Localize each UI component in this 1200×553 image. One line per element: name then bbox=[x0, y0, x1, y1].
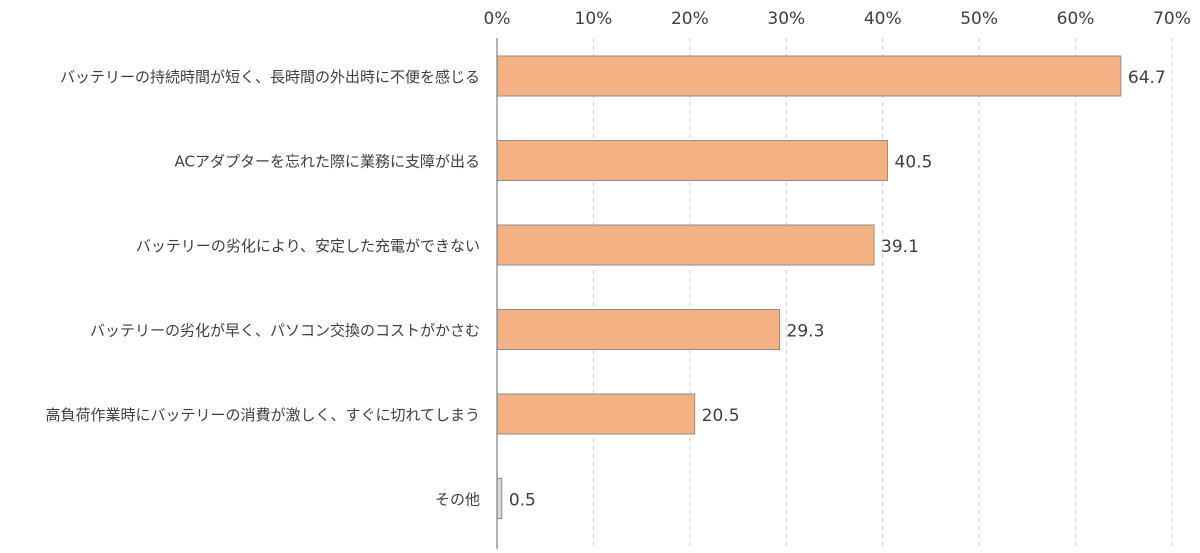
x-tick-label: 10% bbox=[575, 9, 613, 29]
bar bbox=[496, 55, 1122, 97]
bars bbox=[496, 55, 1122, 519]
x-tick-label: 60% bbox=[1057, 9, 1095, 29]
data-label: 0.5 bbox=[509, 491, 536, 511]
category-label: 高負荷作業時にバッテリーの消費が激しく、すぐに切れてしまう bbox=[45, 406, 480, 424]
data-label: 64.7 bbox=[1128, 68, 1166, 88]
data-label: 40.5 bbox=[895, 153, 933, 173]
x-tick-label: 0% bbox=[484, 9, 511, 29]
category-label: バッテリーの劣化により、安定した充電ができない bbox=[136, 237, 480, 255]
bar bbox=[496, 309, 781, 350]
data-label: 39.1 bbox=[881, 237, 919, 257]
gridlines bbox=[592, 38, 1173, 549]
x-tick-label: 30% bbox=[767, 9, 805, 29]
data-label: 29.3 bbox=[787, 322, 825, 342]
x-tick-labels: 0% 10% 20% 30% 40% 50% 60% 70% bbox=[484, 9, 1191, 29]
bar bbox=[496, 224, 875, 266]
x-tick-label: 40% bbox=[864, 9, 902, 29]
x-tick-label: 70% bbox=[1153, 9, 1191, 29]
data-label: 20.5 bbox=[702, 406, 740, 426]
bar bbox=[496, 478, 503, 519]
x-tick-label: 20% bbox=[671, 9, 709, 29]
data-labels: 64.7 40.5 39.1 29.3 20.5 0.5 bbox=[509, 68, 1166, 511]
category-label: その他 bbox=[435, 491, 480, 509]
category-label: ACアダプターを忘れた際に業務に支障が出る bbox=[175, 153, 480, 171]
x-tick-label: 50% bbox=[960, 9, 998, 29]
category-label: バッテリーの劣化が早く、パソコン交換のコストがかさむ bbox=[90, 322, 480, 340]
bar bbox=[496, 140, 889, 181]
category-label: バッテリーの持続時間が短く、長時間の外出時に不便を感じる bbox=[60, 68, 480, 86]
bar bbox=[496, 393, 696, 435]
category-labels: バッテリーの持続時間が短く、長時間の外出時に不便を感じる ACアダプターを忘れた際… bbox=[45, 68, 480, 509]
